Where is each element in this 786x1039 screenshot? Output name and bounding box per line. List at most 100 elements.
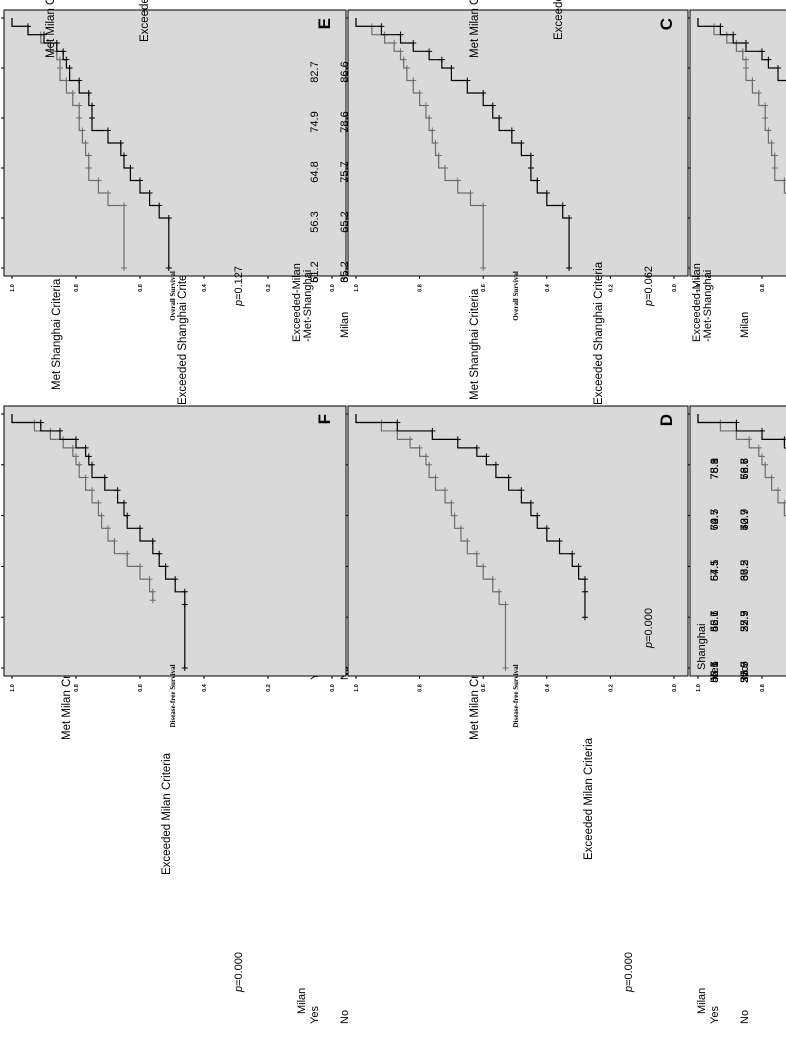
censor-mark [755,444,762,451]
risk-value: 56.3 [309,211,321,232]
censor-mark [464,538,471,544]
y-tick-label: 1.0 [696,684,702,692]
risk-value: 38.2 [739,560,751,581]
censor-mark [89,102,95,109]
p-value: p=0.000 [233,952,245,993]
y-tick-label: 1.0 [354,684,360,692]
censor-mark [73,436,79,443]
risk-row-label: Yes [309,1006,321,1024]
survival-curve [697,18,786,194]
risk-value: 78.8 [709,458,721,479]
censor-mark [438,56,445,63]
censor-mark [781,499,786,506]
y-tick-label: 0.8 [418,284,424,292]
censor-mark [429,127,436,134]
censor-mark [391,40,398,46]
censor-mark [762,461,769,468]
censor-mark [505,474,512,481]
censor-mark [527,152,534,159]
censor-mark [25,23,31,30]
censor-mark [397,48,404,55]
risk-value: 86.6 [339,61,351,82]
censor-mark [502,665,509,671]
censor-mark [759,427,765,434]
risk-value: 55.7 [739,661,751,682]
risk-value: 75.7 [339,161,351,182]
y-tick-label: 0.8 [74,684,80,692]
censor-mark [581,588,588,595]
censor-mark [105,190,111,196]
censor-mark [765,127,772,134]
risk-table-title: Shanghai [696,624,708,671]
censor-mark [149,597,156,604]
censor-mark [581,576,588,583]
censor-mark [781,436,786,443]
censor-mark [508,127,515,134]
censor-mark [156,202,163,209]
censor-mark [117,140,124,146]
risk-row-label: No [739,666,751,680]
censor-mark [63,56,70,63]
censor-mark [98,512,105,519]
censor-mark [733,419,740,426]
censor-mark [57,56,63,63]
censor-mark [426,115,433,121]
y-tick-label: 1.0 [10,684,16,692]
censor-mark [448,65,455,71]
censor-mark [400,56,407,63]
censor-mark [95,177,102,184]
censor-mark [121,265,127,271]
y-tick-label: 0.4 [545,283,551,292]
curve-label: Met Milan Criteria [45,0,57,58]
censor-mark [717,23,724,30]
plot-area [689,405,786,677]
censor-mark [76,102,83,109]
y-tick-label: 0.6 [138,684,144,692]
censor-mark [422,102,429,109]
y-tick-label: 1.0 [696,284,702,292]
censor-mark [121,202,127,209]
censor-mark [137,177,143,184]
censor-mark [85,165,92,171]
censor-mark [156,550,163,557]
curve-label: Exceeded-Milan-Met-Shanghai Criteria [139,0,151,42]
risk-row-label: No [739,1010,751,1024]
curve-label: Exceeded Shanghai Criteria [177,261,189,405]
censor-mark [432,140,439,146]
censor-mark [63,77,70,84]
risk-value: 32.9 [739,610,751,631]
risk-value: 54.1 [709,560,721,581]
censor-mark [442,487,449,494]
censor-mark [480,202,487,209]
risk-table-title: Milan [696,988,708,1014]
censor-mark [496,588,503,595]
censor-mark [426,461,433,468]
censor-mark [82,444,89,451]
censor-mark [575,563,582,570]
censor-mark [76,77,83,84]
risk-value: 65.2 [339,211,351,232]
censor-mark [771,165,778,171]
survival-curve [11,414,154,601]
censor-mark [111,538,118,544]
risk-row-label: Milan [739,312,751,338]
censor-mark [407,436,414,443]
censor-mark [127,165,134,171]
y-axis-title: Disease-free Survival [512,664,520,727]
censor-mark [556,538,563,544]
censor-mark [181,601,188,608]
censor-mark [755,90,762,96]
censor-mark [781,177,786,184]
censor-mark [749,77,756,84]
y-tick-label: 0.6 [481,284,487,292]
censor-mark [768,474,775,481]
y-tick-label: 0.6 [481,684,487,692]
y-tick-label: 0.8 [760,684,766,692]
censor-mark [581,614,588,621]
censor-mark [743,40,749,46]
risk-value: 55.7 [709,610,721,631]
censor-mark [124,512,131,519]
panel-e: E0.00.20.40.60.81.00.012.024.036.048.060… [1,0,351,342]
censor-mark [480,265,487,271]
risk-value: 46.1 [709,610,721,631]
